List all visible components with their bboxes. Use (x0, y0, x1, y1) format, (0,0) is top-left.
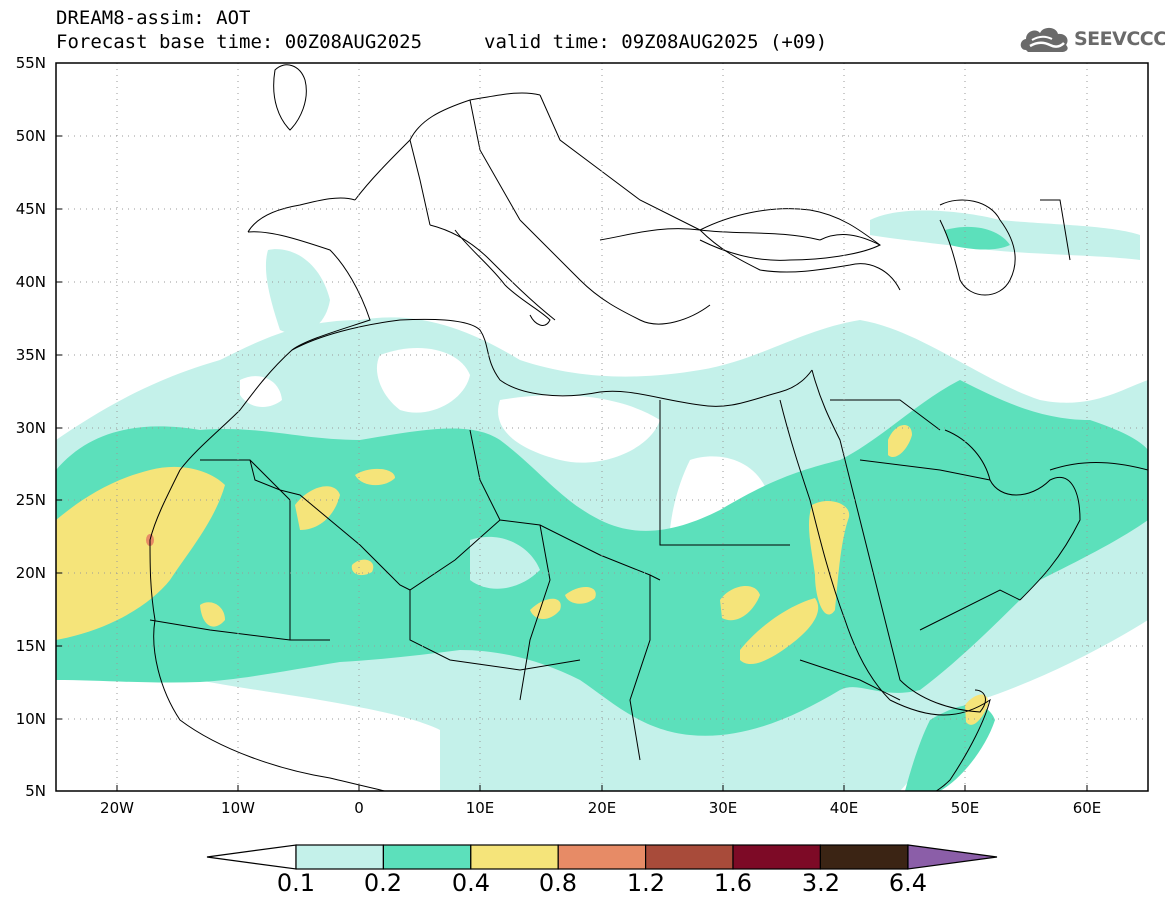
colorbar-swatch (470, 844, 559, 870)
aot-level-0.4-west-africa (56, 466, 225, 640)
colorbar-label: 3.2 (801, 869, 841, 897)
colorbar-swatch (295, 844, 385, 870)
lat-label: 20N (15, 564, 46, 582)
colorbar-swatch (382, 844, 472, 870)
aot-level-0.4-chad-2 (565, 587, 596, 604)
coastlines (149, 64, 1148, 791)
colorbar-swatch (644, 844, 734, 870)
colorbar-label: 0.8 (538, 869, 578, 897)
cloud-icon (1020, 27, 1068, 52)
lon-label: 30E (708, 799, 738, 817)
aot-level-0.2-somalia (905, 704, 995, 791)
colorbar-swatch (732, 844, 822, 870)
colorbar-arrow-low (206, 844, 297, 870)
lat-label: 50N (15, 127, 46, 145)
forecast-times: Forecast base time: 00Z08AUG2025 valid ti… (56, 31, 827, 53)
lon-label: 0 (354, 799, 364, 817)
lon-label: 40E (829, 799, 859, 817)
lon-label: 10E (465, 799, 495, 817)
lat-label: 30N (15, 419, 46, 437)
colorbar-label: 1.6 (713, 869, 753, 897)
axis-ticks (56, 62, 1088, 792)
logo-text: SEEVCCC (1074, 28, 1165, 50)
aot-level-0.4-red-sea (808, 500, 850, 615)
lat-label: 40N (15, 273, 46, 291)
base-time: Forecast base time: 00Z08AUG2025 (56, 31, 423, 53)
lon-label: 50E (950, 799, 980, 817)
lon-label: 20E (587, 799, 617, 817)
aot-level-0.2 (56, 380, 1148, 736)
lat-label: 5N (25, 782, 46, 800)
aot-level-0.2-caspian (945, 226, 1010, 250)
colorbar-label: 6.4 (888, 869, 928, 897)
aot-level-0.4-niger (351, 559, 374, 576)
aot-level-0.1-north (870, 210, 1140, 260)
graticule (56, 63, 1148, 791)
colorbar-label: 1.2 (626, 869, 666, 897)
aot-level-0.4-somalia (965, 694, 989, 725)
colorbar-swatch (819, 844, 909, 870)
lat-label: 25N (15, 491, 46, 509)
aot-level-0.4-sudan-2 (740, 598, 819, 665)
lat-label: 35N (15, 346, 46, 364)
colorbar (206, 844, 998, 870)
seevccc-logo: SEEVCCC (1018, 22, 1165, 58)
lat-label: 10N (15, 710, 46, 728)
colorbar-label: 0.4 (451, 869, 491, 897)
valid-time: valid time: 09Z08AUG2025 (+09) (484, 31, 828, 53)
aot-level-0.4-chad (530, 598, 561, 619)
colorbar-arrow-high (907, 844, 998, 870)
colorbar-label: 0.2 (363, 869, 403, 897)
lon-label: 20W (100, 799, 134, 817)
lat-label: 15N (15, 637, 46, 655)
colorbar-label: 0.1 (276, 869, 316, 897)
lon-label: 10W (221, 799, 255, 817)
aot-level-0.4-algeria (355, 468, 395, 486)
colorbar-swatch (557, 844, 647, 870)
lon-label: 60E (1072, 799, 1102, 817)
lat-label: 45N (15, 200, 46, 218)
aot-level-0.4-mauritania (200, 602, 225, 627)
aot-level-0.4-iraq (888, 424, 912, 458)
lat-label: 55N (15, 54, 46, 72)
aot-level-0.1-iberia (265, 249, 330, 334)
aot-level-0.4-mali (295, 486, 340, 530)
aot-level-0.4-sudan (720, 585, 760, 621)
map-title: DREAM8-assim: AOT (56, 7, 251, 29)
